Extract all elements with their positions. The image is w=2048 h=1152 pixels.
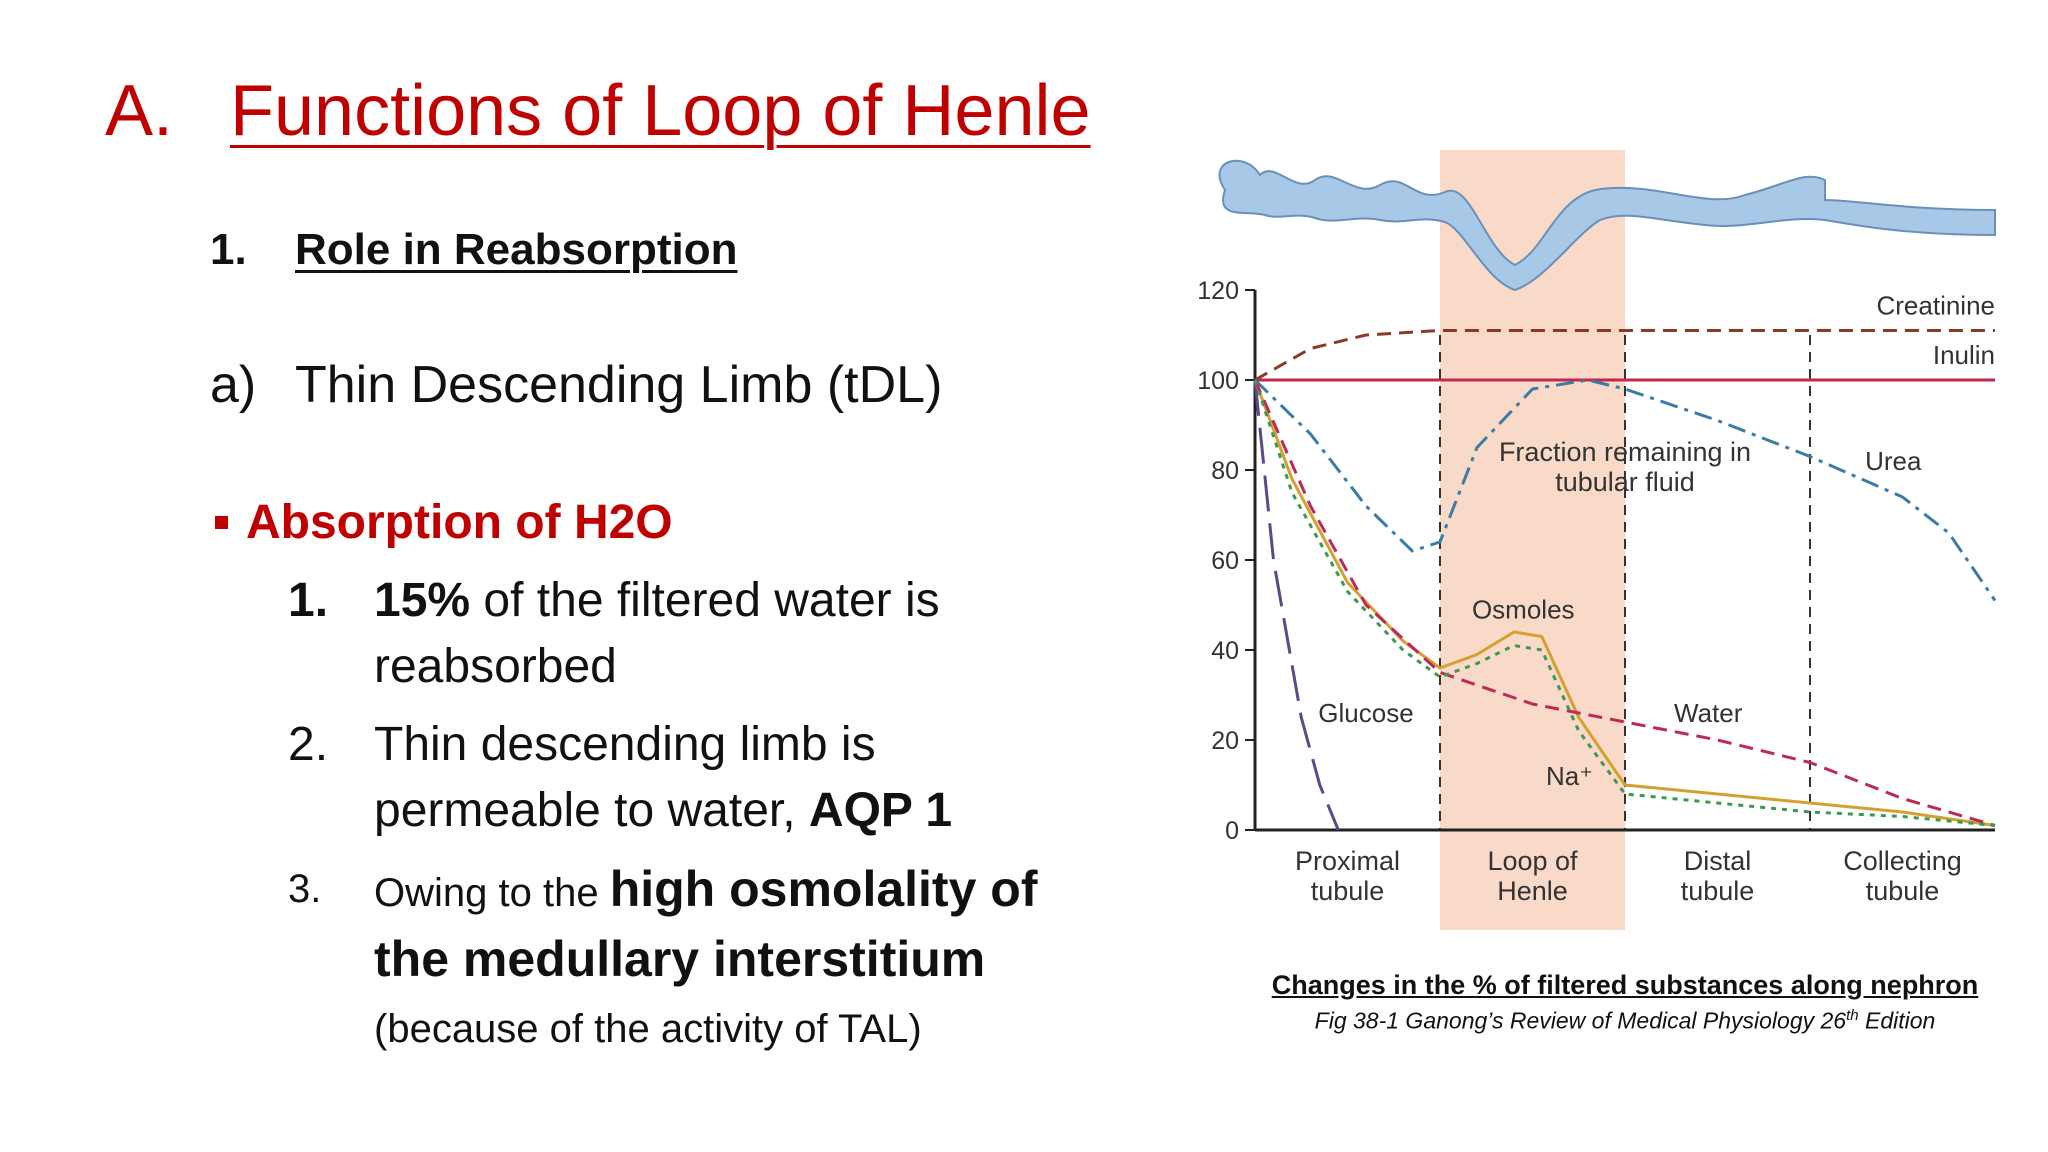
series-line-na bbox=[1253, 379, 1996, 827]
series-line-urea bbox=[1253, 378, 1997, 602]
y-tick-label: 40 bbox=[1211, 637, 1239, 665]
nephron-tubule-illustration bbox=[1218, 159, 1996, 292]
section-heading: 1. Role in Reabsorption bbox=[210, 225, 737, 275]
chart-center-label: Fraction remaining in bbox=[1499, 437, 1751, 467]
segment-label: tubule bbox=[1311, 876, 1385, 906]
subsection-letter: a) bbox=[210, 356, 257, 414]
caption-source-text: Fig 38-1 Ganong’s Review of Medical Phys… bbox=[1314, 1007, 1847, 1034]
slide-title: A. Functions of Loop of Henle bbox=[105, 70, 1091, 160]
item-number: 1. bbox=[288, 574, 329, 627]
subsection-heading: a) Thin Descending Limb (tDL) bbox=[210, 355, 942, 415]
series-label: Osmoles bbox=[1472, 595, 1575, 625]
item-bold: 15% bbox=[374, 574, 471, 627]
series-label: Creatinine bbox=[1876, 291, 1995, 321]
y-tick-label: 100 bbox=[1197, 367, 1239, 395]
segment-label: Distal bbox=[1684, 846, 1752, 876]
item-text: 15% of the filtered water is reabsorbed bbox=[374, 568, 1078, 700]
caption-source: Fig 38-1 Ganong’s Review of Medical Phys… bbox=[1185, 1007, 2048, 1035]
item-body: of the filtered water is reabsorbed bbox=[374, 574, 940, 693]
subsection-title: Thin Descending Limb (tDL) bbox=[295, 356, 943, 414]
item-body: Owing to the bbox=[374, 871, 610, 915]
caption-source-edition: Edition bbox=[1858, 1007, 1936, 1034]
segment-label: tubule bbox=[1681, 876, 1755, 906]
series-label: Glucose bbox=[1318, 698, 1413, 728]
section-title: Role in Reabsorption bbox=[295, 225, 738, 274]
item-body: Thin descending limb is permeable to wat… bbox=[374, 718, 876, 837]
y-tick-label: 0 bbox=[1225, 817, 1239, 845]
numbered-list: 1. 15% of the filtered water is reabsorb… bbox=[288, 568, 1078, 1074]
segment-label: Loop of bbox=[1487, 846, 1578, 876]
item-tail: (because of the activity of TAL) bbox=[374, 1007, 922, 1051]
bullet-heading: Absorption of H2O bbox=[215, 495, 673, 550]
segment-label: tubule bbox=[1866, 876, 1940, 906]
item-text: Owing to the high osmolality of the medu… bbox=[374, 856, 1078, 1062]
item-number: 2. bbox=[288, 718, 329, 771]
title-text: Functions of Loop of Henle bbox=[230, 71, 1091, 151]
series-line-osmoles bbox=[1253, 379, 1996, 827]
item-bold: high osmolality of the medullary interst… bbox=[374, 861, 1038, 987]
segment-label: Collecting bbox=[1843, 846, 1962, 876]
series-label: Inulin bbox=[1933, 340, 1995, 370]
y-tick-label: 60 bbox=[1211, 547, 1239, 575]
item-bold: AQP 1 bbox=[808, 784, 953, 837]
list-item: 2. Thin descending limb is permeable to … bbox=[288, 712, 1078, 844]
square-bullet-icon bbox=[215, 516, 228, 529]
chart-center-label: tubular fluid bbox=[1555, 467, 1695, 497]
item-number: 3. bbox=[288, 867, 322, 911]
list-item: 1. 15% of the filtered water is reabsorb… bbox=[288, 568, 1078, 700]
segment-label: Henle bbox=[1497, 876, 1568, 906]
series-label: Na⁺ bbox=[1546, 761, 1593, 791]
figure-caption: Changes in the % of filtered substances … bbox=[1185, 970, 2048, 1035]
series-line-water bbox=[1253, 379, 1996, 827]
y-tick-label: 20 bbox=[1211, 727, 1239, 755]
y-tick-label: 120 bbox=[1197, 277, 1239, 305]
segment-label: Proximal bbox=[1295, 846, 1400, 876]
y-tick-label: 80 bbox=[1211, 457, 1239, 485]
caption-title: Changes in the % of filtered substances … bbox=[1271, 970, 1979, 1000]
title-number: A. bbox=[105, 71, 174, 151]
series-line-glucose bbox=[1253, 379, 1340, 831]
nephron-chart: 0 20 40 60 80 100 120 Creatinine Inulin Urea Osmol… bbox=[1197, 150, 1997, 930]
item-text: Thin descending limb is permeable to wat… bbox=[374, 712, 1078, 844]
caption-source-sup: th bbox=[1846, 1007, 1859, 1024]
section-number: 1. bbox=[210, 225, 247, 274]
list-item: 3. Owing to the high osmolality of the m… bbox=[288, 856, 1078, 1062]
series-label: Water bbox=[1674, 698, 1743, 728]
series-label: Urea bbox=[1865, 446, 1922, 476]
bullet-text: Absorption of H2O bbox=[246, 496, 673, 549]
